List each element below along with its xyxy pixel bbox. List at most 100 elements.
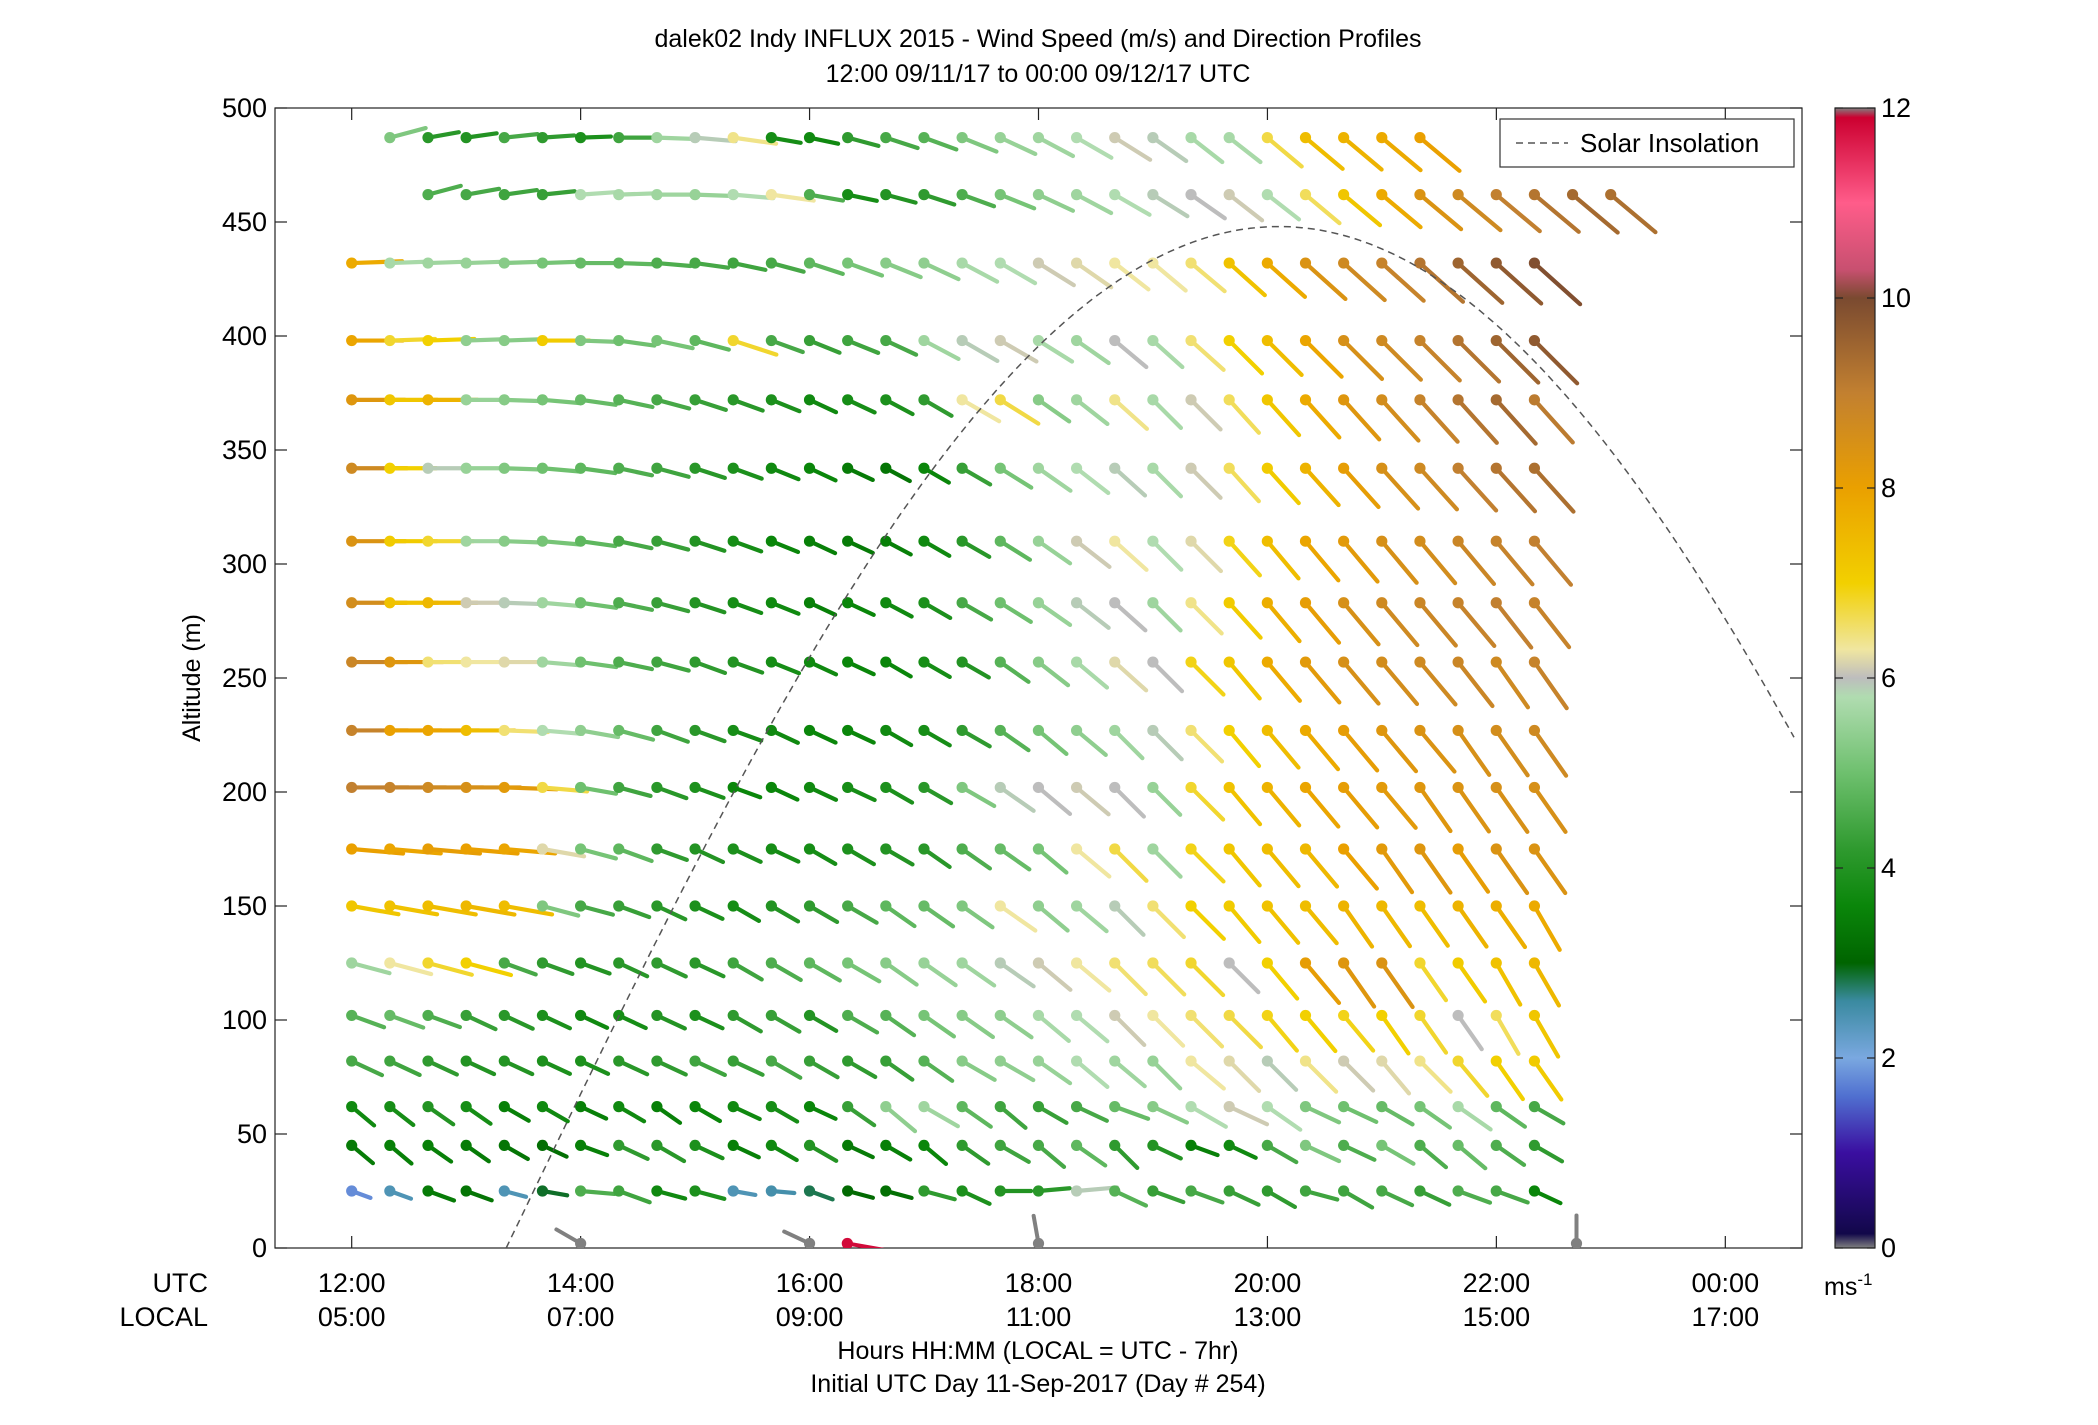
wind-barb-dot [1185,1009,1197,1022]
wind-barb-dot [422,900,434,912]
wind-barb-dot [1490,1055,1502,1067]
wind-barb [1223,334,1265,376]
wind-barb-dot [1338,957,1350,969]
wind-barb-dot [956,900,968,912]
wind-barb-dot [1032,1101,1045,1113]
wind-barb [422,130,461,144]
wind-barb-dot [422,843,434,855]
wind-barb-dot [956,1185,968,1197]
wind-barb [422,257,470,269]
wind-barb [1338,957,1377,1009]
wind-barb-shaft [1036,659,1071,688]
wind-barb [1376,843,1415,895]
wind-barb-shaft [1303,728,1341,772]
wind-barb [1299,1055,1339,1094]
wind-barb-shaft [425,903,478,917]
wind-barb [651,656,691,673]
wind-barb-shaft [1188,903,1226,941]
wind-barb [1032,334,1075,364]
wind-barb-dot [727,1139,739,1151]
wind-barb [1528,535,1574,587]
wind-barb-dot [956,724,968,737]
wind-barb [460,1055,497,1077]
wind-barb-shaft [1341,338,1385,381]
wind-barb [1376,535,1419,585]
wind-barb-dot [422,724,434,737]
wind-barb [1147,900,1186,940]
wind-barb-shaft [1456,659,1495,709]
wind-barb-dot [651,656,663,668]
wind-barb-dot [842,843,854,855]
wind-barb-shaft [960,1104,993,1129]
wind-barb-dot [765,781,777,794]
wind-barb [536,597,584,609]
wind-barb-shaft [1417,539,1458,586]
wind-barb [765,957,803,983]
wind-barb-shaft [1532,903,1562,952]
wind-barb-shaft [616,260,656,267]
wind-barb [1109,1055,1147,1089]
wind-barb [575,597,619,610]
wind-barb [765,535,801,555]
wind-barb-dot [460,781,472,794]
wind-barb-dot [1223,257,1235,269]
wind-barb [1185,189,1227,221]
wind-barb-dot [1185,656,1197,668]
wind-barb-dot [1338,535,1350,547]
wind-barb [1223,1101,1270,1127]
wind-barb-dot [994,394,1006,406]
wind-barb-shaft [1036,338,1075,364]
wind-barbs [346,125,1658,1248]
wind-barb [1528,724,1569,778]
surface-barb [841,1237,885,1248]
wind-barb-shaft [1036,903,1070,933]
wind-barb [422,1185,457,1203]
wind-barb [1147,535,1184,572]
wind-barb [1032,656,1071,688]
wind-barb-dot [689,535,701,547]
wind-barb-dot [1338,1139,1350,1151]
wind-barb-dot [498,1101,510,1113]
wind-barb [1032,724,1069,757]
wind-barb [727,656,765,675]
wind-barb-dot [994,781,1006,794]
wind-barb [994,1101,1028,1130]
wind-barb-shaft [1341,1058,1376,1093]
wind-barb [765,781,800,802]
wind-barb [1452,724,1492,777]
wind-barb [765,132,803,145]
wind-barb-shaft [387,125,428,140]
wind-barb [1185,781,1226,822]
wind-barb-shaft [1417,1013,1449,1055]
wind-barb-dot [1452,656,1464,668]
wind-barb-shaft [1265,659,1302,703]
wind-barb-dot [1032,957,1045,969]
wind-barb-dot [1032,334,1045,347]
wind-barb-shaft [1112,397,1149,431]
wind-barb-dot [536,597,549,609]
wind-barb-dot [1490,597,1502,609]
wind-barb-dot [1261,334,1273,347]
wind-barb-dot [1299,1185,1312,1197]
wind-barb [727,535,764,554]
colorbar-tick-label: 0 [1881,1233,1896,1263]
wind-barb-dot [918,900,930,912]
wind-barb [803,1009,839,1033]
wind-barb [1338,597,1381,647]
wind-barb-dot [918,1101,930,1113]
wind-barb-dot [460,257,472,269]
wind-barb-shaft [1188,1104,1228,1129]
wind-barb [956,843,993,871]
wind-barb-shaft [1494,539,1535,587]
wind-barb-dot [346,900,358,912]
wind-barb [1147,1139,1183,1161]
wind-barb-dot [651,1009,663,1022]
wind-barb-shaft [1150,903,1186,940]
wind-barb-dot [1490,656,1502,668]
wind-barb [689,1009,725,1031]
wind-barb-dot [575,334,587,347]
wind-barb [727,724,764,743]
wind-barb [384,125,428,144]
wind-barb-dot [536,1009,549,1022]
